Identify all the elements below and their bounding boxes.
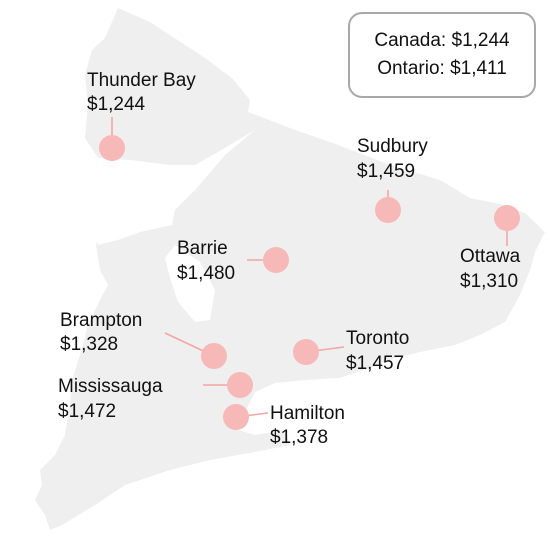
city-value-mississauga: $1,472: [58, 401, 116, 422]
city-name-thunder-bay: Thunder Bay: [87, 70, 196, 91]
lake-shape: [165, 245, 215, 322]
city-labels: Thunder Bay $1,244 Sudbury $1,459 Ottawa…: [58, 70, 521, 448]
marker-hamilton[interactable]: [223, 404, 249, 430]
lake-shape: [95, 222, 140, 245]
city-value-thunder-bay: $1,244: [87, 94, 146, 115]
city-value-ottawa: $1,310: [460, 271, 518, 292]
city-name-brampton: Brampton: [60, 310, 142, 331]
city-value-brampton: $1,328: [60, 334, 118, 355]
city-value-sudbury: $1,459: [357, 161, 415, 182]
city-markers: [99, 135, 520, 430]
summary-ontario-value: $1,411: [450, 58, 507, 79]
city-name-barrie: Barrie: [177, 238, 228, 259]
summary-ontario: Ontario: $1,411: [377, 55, 507, 83]
city-value-hamilton: $1,378: [270, 427, 328, 448]
summary-ontario-label: Ontario:: [377, 58, 445, 79]
city-name-hamilton: Hamilton: [270, 403, 345, 424]
city-name-toronto: Toronto: [346, 328, 409, 349]
city-value-toronto: $1,457: [346, 353, 404, 374]
marker-ottawa[interactable]: [494, 205, 520, 231]
marker-thunder-bay[interactable]: [99, 135, 125, 161]
summary-box: Canada: $1,244 Ontario: $1,411: [348, 12, 536, 98]
marker-brampton[interactable]: [201, 343, 227, 369]
summary-canada: Canada: $1,244: [374, 27, 509, 55]
city-name-mississauga: Mississauga: [58, 376, 163, 397]
city-name-ottawa: Ottawa: [460, 246, 521, 267]
marker-toronto[interactable]: [293, 339, 319, 365]
marker-barrie[interactable]: [263, 247, 289, 273]
marker-mississauga[interactable]: [227, 372, 253, 398]
city-name-sudbury: Sudbury: [357, 136, 428, 157]
city-value-barrie: $1,480: [177, 263, 235, 284]
summary-canada-label: Canada:: [374, 30, 447, 51]
summary-canada-value: $1,244: [451, 30, 510, 51]
marker-sudbury[interactable]: [375, 197, 401, 223]
land-area: [35, 8, 545, 530]
